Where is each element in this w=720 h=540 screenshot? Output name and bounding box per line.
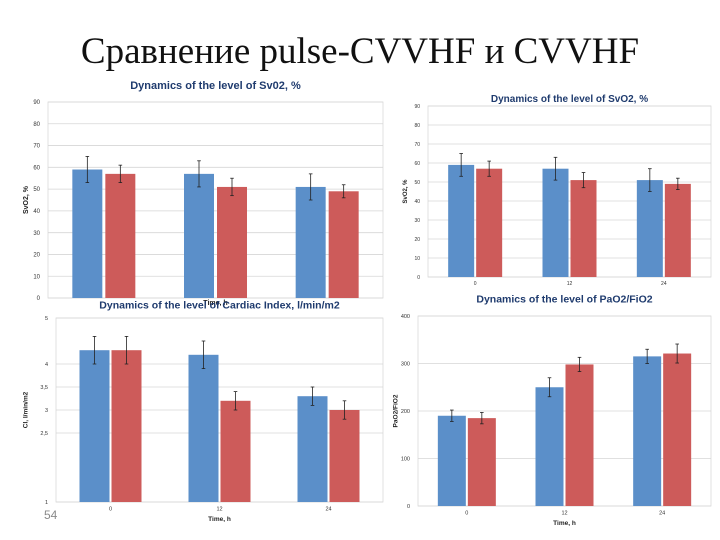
y-tick-label: 80 (33, 122, 40, 128)
y-tick-label: 90 (33, 100, 40, 106)
y-tick-label: 20 (414, 237, 420, 243)
page-number: 54 (44, 508, 58, 522)
pao2-fio2-chart: 0 100 200 300 400 0 12 24 Dynamics of the level … (393, 294, 712, 527)
y-tick-label: 50 (414, 180, 420, 186)
slide-title: Сравнение pulse-CVVHF и CVVHF (80, 31, 640, 72)
bar-cvvhf (565, 364, 594, 506)
y-tick-label: 30 (33, 231, 40, 237)
x-tick-label: 24 (661, 281, 667, 287)
bar-pulse-cvvhf (636, 180, 663, 277)
bar-cvvhf (664, 183, 691, 277)
y-tick-label: 70 (33, 144, 40, 150)
bar-cvvhf (111, 350, 142, 502)
y-tick-label: 400 (401, 314, 410, 320)
y-tick-label: 200 (401, 409, 410, 415)
y-tick-label: 2,5 (40, 431, 48, 437)
bar-pulse-cvvhf (437, 415, 466, 506)
bar-pulse-cvvhf (72, 169, 103, 298)
x-tick-label: 0 (465, 511, 468, 517)
y-tick-label: 40 (414, 199, 420, 205)
y-tick-label: 50 (33, 187, 40, 193)
bar-cvvhf (217, 186, 247, 298)
cardiac-index-chart: 1 2,5 3 3,5 4 5 0 12 24 Dynamics of the level of … (23, 300, 384, 523)
y-tick-label: 90 (414, 104, 420, 110)
bar-cvvhf (220, 400, 251, 502)
y-tick-label: 0 (37, 296, 41, 302)
bar-pulse-cvvhf (535, 387, 564, 506)
chart-title: Dynamics of the level of Sv02, % (130, 80, 301, 92)
plot-area (47, 101, 384, 299)
y-tick-label: 3,5 (40, 385, 48, 391)
svo2-chart-left: 0 10 20 30 40 50 60 70 80 90 Dynamics of the level… (23, 80, 384, 306)
y-axis-label: SvO2, % (23, 185, 30, 214)
y-axis-label: SvO2, % (403, 179, 409, 204)
bar-pulse-cvvhf (184, 173, 214, 298)
y-tick-label: 4 (45, 362, 48, 368)
chart-title: Dynamics of the level of Cardiac Index, … (99, 300, 340, 312)
x-tick-label: 12 (216, 507, 222, 513)
y-tick-label: 60 (414, 161, 420, 167)
y-tick-label: 0 (407, 504, 410, 510)
bar-pulse-cvvhf (633, 356, 662, 506)
chart-title: Dynamics of the level of PaO2/FiO2 (476, 294, 652, 306)
bar-cvvhf (476, 168, 503, 277)
bar-pulse-cvvhf (295, 186, 326, 298)
y-tick-label: 100 (401, 456, 410, 462)
bar-pulse-cvvhf (79, 350, 110, 502)
x-tick-label: 12 (561, 511, 567, 517)
y-tick-label: 3 (45, 408, 48, 414)
y-tick-label: 10 (414, 256, 420, 262)
bar-cvvhf (663, 353, 692, 506)
y-tick-label: 1 (45, 500, 48, 506)
y-axis-label: CI, l/min/m2 (23, 391, 30, 428)
bar-pulse-cvvhf (188, 354, 219, 502)
bar-cvvhf (570, 180, 597, 277)
y-axis-label: PaO2/FiO2 (393, 394, 400, 427)
y-tick-label: 30 (414, 218, 420, 224)
bar-cvvhf (328, 191, 359, 298)
bar-cvvhf (329, 410, 360, 502)
y-tick-label: 60 (33, 165, 40, 171)
bar-cvvhf (467, 418, 496, 506)
y-tick-label: 10 (33, 274, 40, 280)
x-tick-label: 12 (567, 281, 573, 287)
bar-pulse-cvvhf (542, 168, 569, 277)
bar-pulse-cvvhf (297, 396, 328, 502)
y-tick-label: 20 (33, 253, 40, 259)
x-axis-label: Time, h (203, 300, 227, 306)
chart-title: Dynamics of the level of SvO2, % (491, 94, 648, 105)
x-axis-label: Time, h (553, 520, 576, 527)
x-tick-label: 24 (659, 511, 665, 517)
bar-pulse-cvvhf (448, 164, 475, 277)
bar-cvvhf (105, 173, 136, 298)
x-tick-label: 0 (109, 507, 112, 513)
x-tick-label: 24 (325, 507, 331, 513)
y-tick-label: 5 (45, 316, 48, 322)
x-tick-label: 0 (474, 281, 477, 287)
svo2-chart-right: 0 10 20 30 40 50 60 70 80 90 0 12 24 Dynamics of the … (403, 94, 712, 287)
y-tick-label: 300 (401, 361, 410, 367)
y-tick-label: 40 (33, 209, 40, 215)
y-tick-label: 70 (414, 142, 420, 148)
plot-area (427, 105, 712, 278)
y-tick-label: 0 (417, 275, 420, 281)
y-tick-label: 80 (414, 123, 420, 129)
x-axis-label: Time, h (208, 516, 231, 523)
